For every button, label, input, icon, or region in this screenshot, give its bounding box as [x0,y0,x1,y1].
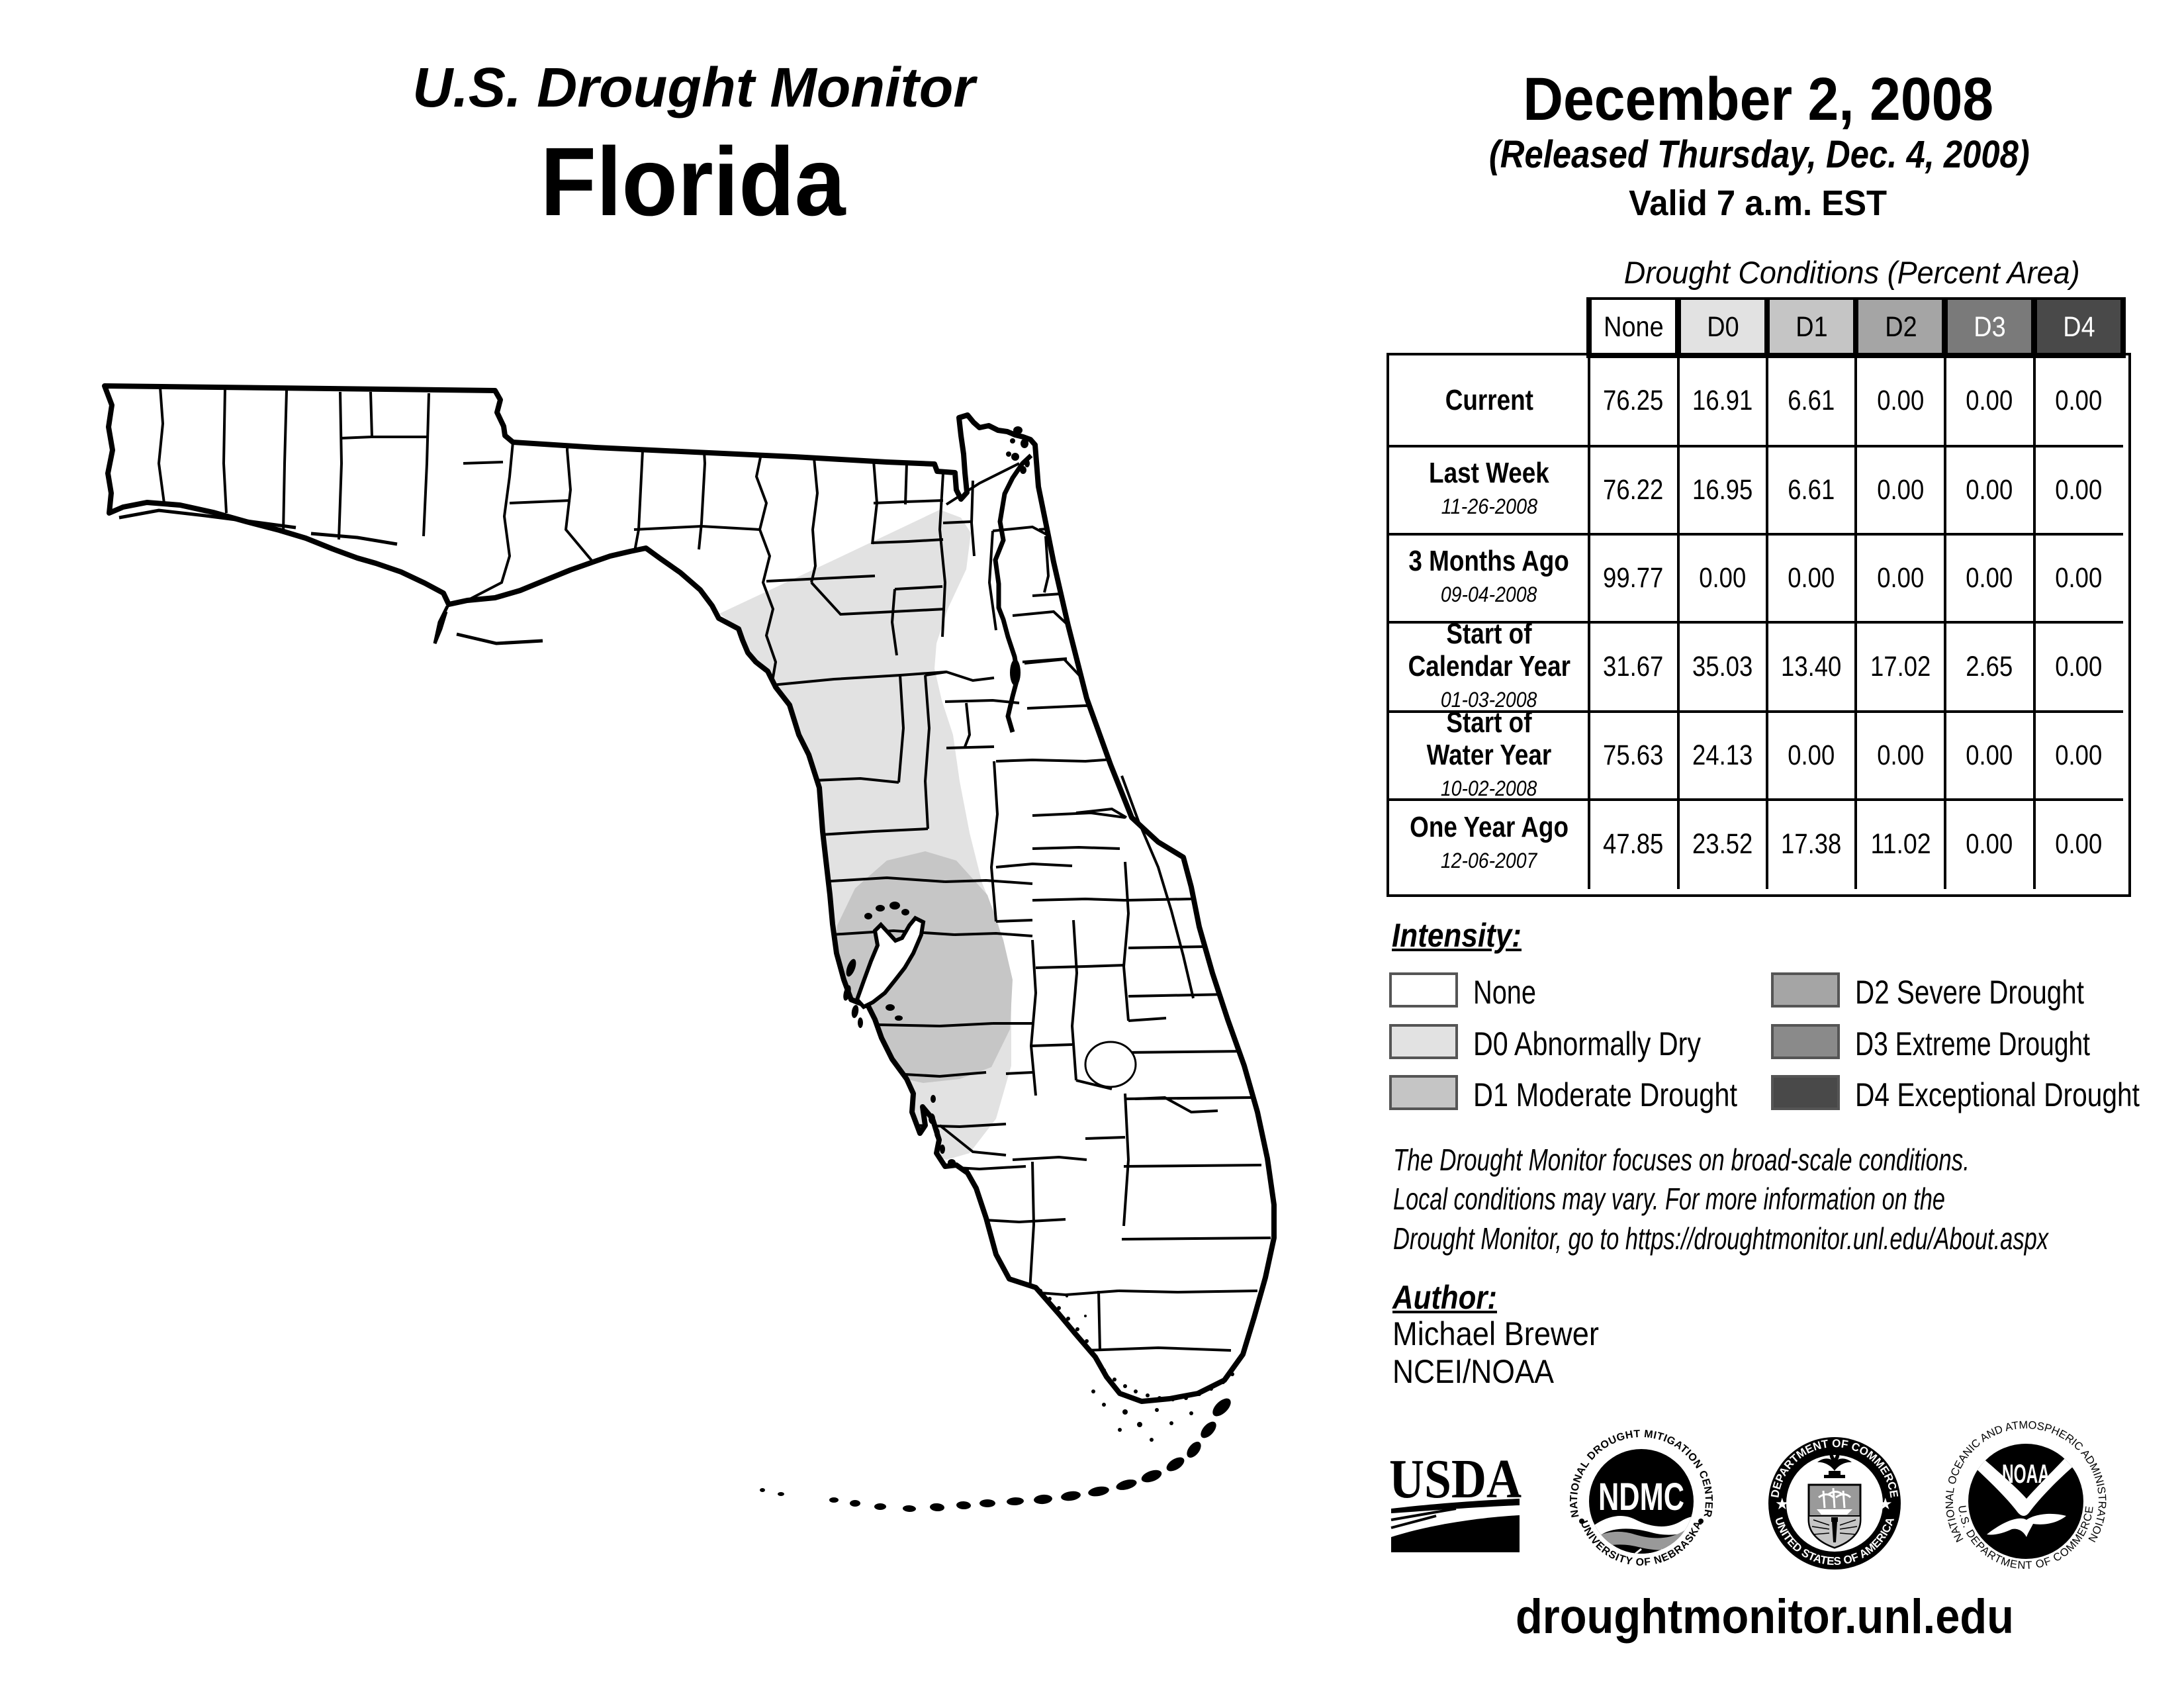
svg-text:NOAA: NOAA [2002,1460,2050,1489]
svg-text:★: ★ [1878,1495,1893,1513]
svg-text:★: ★ [1775,1495,1790,1513]
svg-text:NDMC: NDMC [1598,1476,1684,1519]
